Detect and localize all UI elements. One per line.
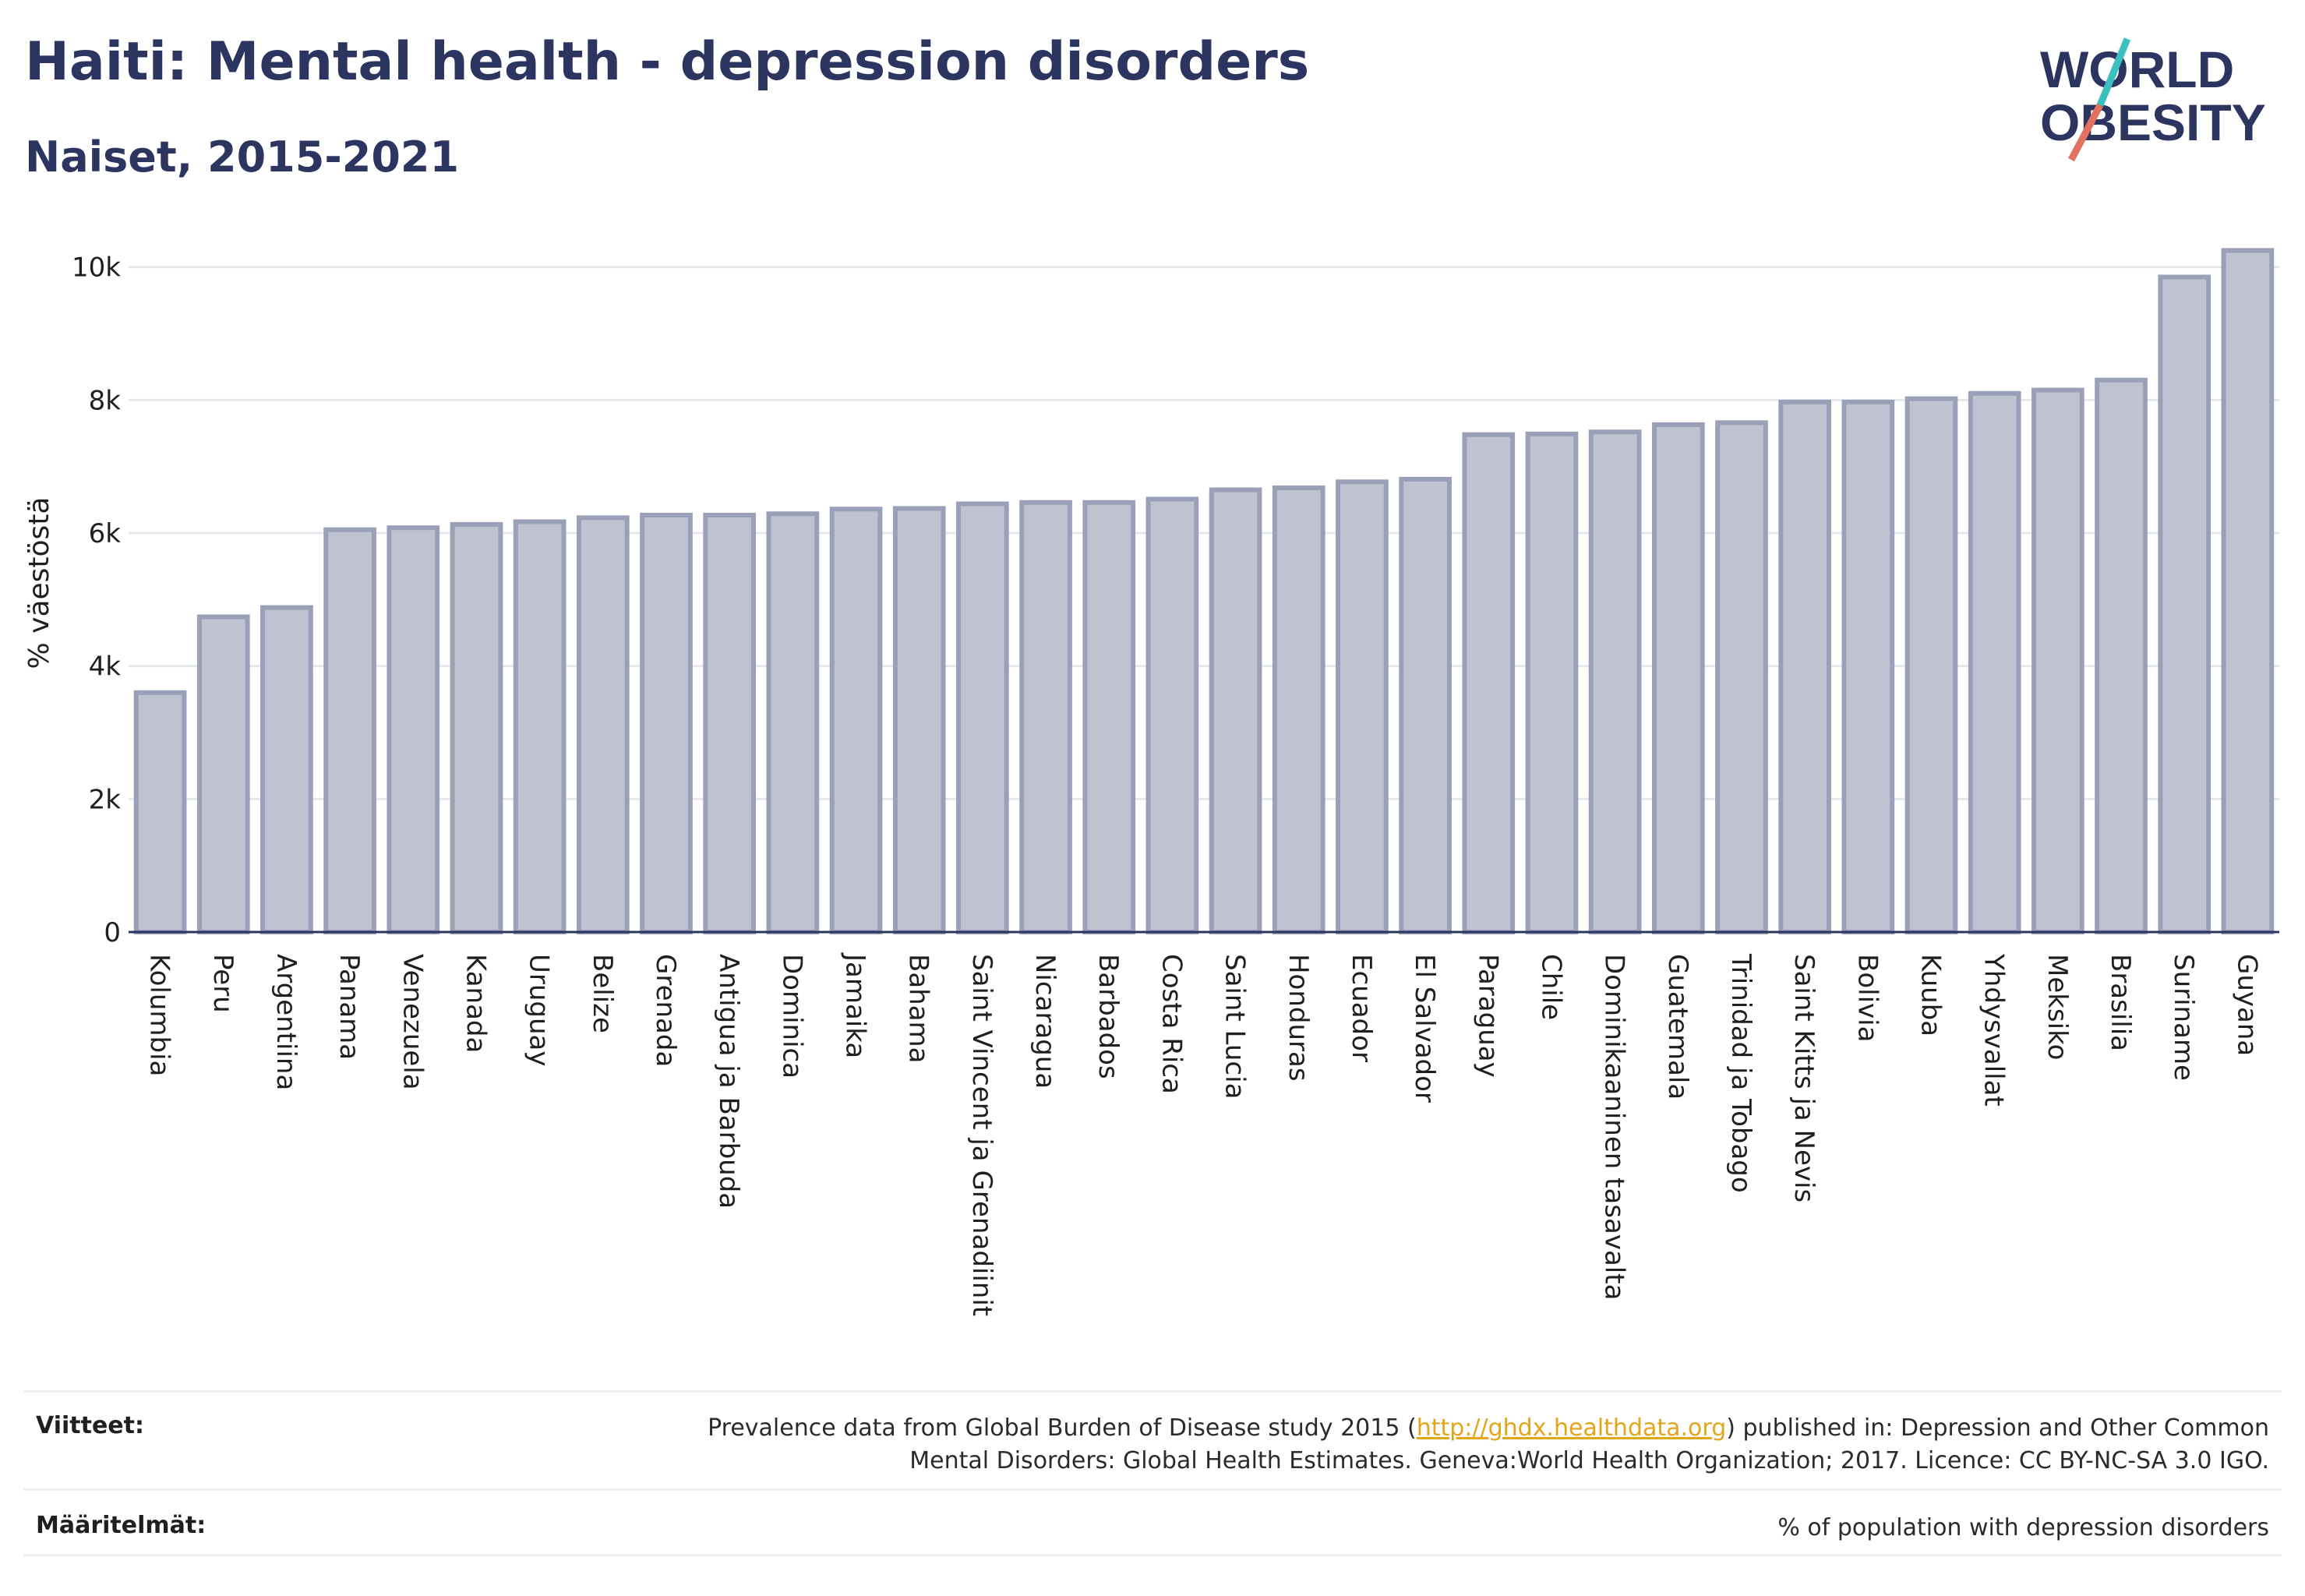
x-tick-label: Suriname — [2168, 954, 2199, 1081]
bar — [323, 527, 376, 934]
x-tick-label: Saint Kitts ja Nevis — [1788, 954, 1820, 1202]
bar — [387, 525, 440, 934]
bar — [1588, 429, 1642, 934]
x-tick-label: Saint Vincent ja Grenadiinit — [966, 954, 997, 1316]
x-tick-label: Chile — [1535, 954, 1566, 1020]
x-tick-label: Guyana — [2231, 954, 2262, 1056]
x-tick-label: Bahama — [903, 954, 934, 1064]
sources-line1-post: ) published in: Depression and Other Com… — [1726, 1414, 2269, 1442]
bar — [2031, 387, 2084, 934]
y-tick-label: 6k — [89, 518, 122, 549]
x-tick-label: Trinidad ja Tobago — [1725, 953, 1756, 1193]
logo-word-world: WORLD — [2040, 41, 2234, 98]
bar — [892, 506, 946, 934]
bar — [1399, 476, 1452, 934]
x-tick-label: Uruguay — [524, 954, 555, 1067]
bar — [450, 521, 503, 934]
bar — [1336, 479, 1389, 934]
bar — [576, 515, 630, 934]
y-tick-label: 0 — [104, 917, 121, 948]
footer-sources: Viitteet: Prevalence data from Global Bu… — [23, 1409, 2282, 1487]
bar — [2095, 377, 2148, 934]
x-tick-label: Kanada — [460, 954, 491, 1053]
x-tick-label: Ecuador — [1346, 954, 1377, 1062]
x-tick-label: Brasilia — [2105, 954, 2136, 1051]
footer-divider-bottom — [23, 1554, 2282, 1556]
bar — [703, 512, 757, 934]
x-tick-label: Dominikaaninen tasavalta — [1599, 954, 1630, 1300]
bar — [1715, 420, 1768, 934]
x-tick-label: Honduras — [1283, 954, 1314, 1082]
bar — [260, 605, 313, 934]
footer-divider-top — [23, 1390, 2282, 1393]
y-tick-label: 2k — [89, 784, 122, 815]
x-tick-label: Bolivia — [1851, 954, 1883, 1042]
bar — [1968, 390, 2021, 934]
x-tick-label: Argentiina — [270, 954, 302, 1090]
x-tick-label: Kolumbia — [144, 954, 175, 1076]
x-tick-label: Peru — [207, 954, 238, 1013]
x-tick-label: Jamaika — [840, 952, 871, 1058]
x-tick-label: Panama — [334, 954, 365, 1060]
x-tick-label: Saint Lucia — [1220, 954, 1251, 1099]
definitions-text: % of population with depression disorder… — [1777, 1514, 2269, 1541]
x-tick-label: Yhdysvallat — [1978, 953, 2010, 1107]
sources-line1-pre: Prevalence data from Global Burden of Di… — [708, 1414, 1417, 1442]
bar — [1209, 487, 1262, 934]
bar — [2221, 248, 2275, 935]
bar — [1904, 396, 1958, 935]
x-tick-label: Paraguay — [1472, 954, 1503, 1078]
logo-slash-coral — [2068, 103, 2103, 162]
bar — [1082, 500, 1136, 934]
x-tick-label: El Salvador — [1409, 954, 1440, 1103]
bar — [766, 511, 820, 934]
bar — [1145, 496, 1199, 934]
definitions-label: Määritelmät: — [36, 1512, 206, 1539]
y-tick-label: 10k — [72, 252, 121, 284]
chart-subtitle: Naiset, 2015-2021 — [25, 132, 460, 182]
bars — [133, 248, 2275, 935]
bar — [2158, 274, 2211, 934]
world-obesity-logo: WORLD OBESITY — [2040, 37, 2266, 162]
chart-title: Haiti: Mental health - depression disord… — [25, 31, 1310, 93]
x-tick-label: Grenada — [650, 954, 681, 1067]
sources-text: Prevalence data from Global Burden of Di… — [708, 1412, 2269, 1478]
x-tick-label: Dominica — [776, 954, 807, 1079]
bar — [1462, 432, 1516, 934]
footer-definitions: Määritelmät: % of population with depres… — [23, 1509, 2282, 1555]
x-tick-label: Costa Rica — [1156, 954, 1187, 1094]
x-axis-labels: Kolumbia Peru Argentiina Panama Venezuela Kan… — [144, 952, 2263, 1316]
sources-label: Viitteet: — [36, 1412, 144, 1439]
x-tick-label: Antigua ja Barbuda — [713, 954, 744, 1209]
bar — [196, 614, 250, 935]
bar — [1651, 422, 1705, 934]
x-tick-label: Barbados — [1092, 954, 1124, 1079]
bar — [1272, 485, 1325, 934]
sources-link[interactable]: http://ghdx.healthdata.org — [1416, 1414, 1727, 1442]
bar — [1019, 500, 1072, 934]
y-tick-label: 8k — [89, 385, 122, 416]
x-tick-label: Guatemala — [1662, 954, 1693, 1100]
bar — [1778, 399, 1832, 934]
x-tick-label: Meksiko — [2042, 954, 2073, 1060]
footer-divider-mid — [23, 1488, 2282, 1491]
bar — [640, 512, 693, 934]
bar — [1525, 431, 1579, 934]
x-tick-label: Venezuela — [397, 954, 428, 1090]
x-tick-label: Belize — [587, 954, 618, 1033]
x-tick-label: Nicaragua — [1029, 954, 1061, 1089]
bar — [133, 690, 187, 934]
logo-slash-teal — [2096, 37, 2131, 107]
bar — [829, 507, 883, 934]
x-tick-label: Kuuba — [1915, 954, 1947, 1036]
y-axis-label: % väestöstä — [23, 497, 55, 669]
y-axis-ticks: 0 2k 4k 6k 8k 10k — [72, 252, 121, 948]
bar — [956, 501, 1009, 934]
bar — [1841, 399, 1895, 934]
bar-chart: 0 2k 4k 6k 8k 10k Kolumbia Peru Argentiina Panam… — [23, 248, 2279, 1316]
y-tick-label: 4k — [89, 651, 122, 683]
sources-line2: Mental Disorders: Global Health Estimate… — [909, 1447, 2269, 1474]
bar — [513, 519, 567, 934]
